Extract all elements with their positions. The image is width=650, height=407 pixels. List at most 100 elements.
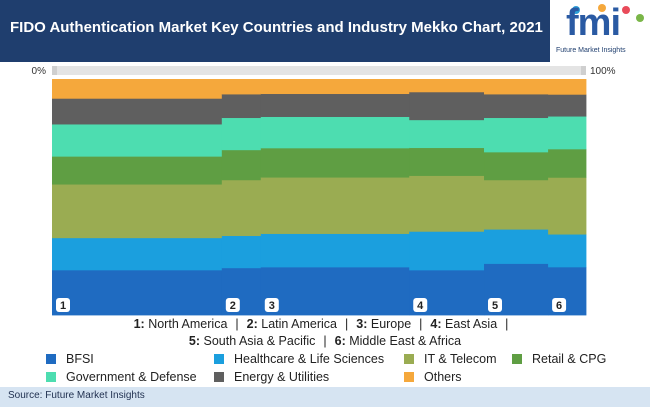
logo-wordmark: fmi <box>566 2 621 44</box>
column-label: 1 <box>60 300 66 312</box>
segment-it-and-telecom <box>548 177 587 235</box>
segment-healthcare-and-life-sciences <box>548 234 587 268</box>
segment-energy-and-utilities <box>548 94 587 117</box>
segment-retail-and-cpg <box>221 149 262 181</box>
segment-it-and-telecom <box>409 175 485 232</box>
country-key-num: 5: <box>188 334 201 348</box>
mekko-columns <box>52 79 587 316</box>
chart-title: FIDO Authentication Market Key Countries… <box>10 19 543 36</box>
country-key-num: 3: <box>356 317 368 331</box>
footer-bar: Source: Future Market Insights <box>0 387 650 407</box>
x-axis-track <box>52 66 586 75</box>
segment-retail-and-cpg <box>260 147 410 178</box>
legend-item-healthcare-and-life-sciences: Healthcare & Life Sciences <box>214 352 384 366</box>
legend-label: Retail & CPG <box>532 352 607 366</box>
segment-energy-and-utilities <box>409 91 485 121</box>
logo-dot-icon <box>636 14 644 22</box>
country-key-name: South Asia & Pacific <box>203 334 316 348</box>
segment-healthcare-and-life-sciences <box>409 231 485 271</box>
country-key-separator: | <box>345 317 349 331</box>
country-key-line-1: 1: North America | 2: Latin America | 3: Eur… <box>0 317 650 331</box>
header-banner: FIDO Authentication Market Key Countries… <box>0 0 650 62</box>
country-key-line-2: 5: South Asia & Pacific | 6: Middle East &… <box>0 334 650 348</box>
country-key-name: Latin America <box>261 317 337 331</box>
mekko-column-middle-east-and-africa <box>548 79 587 316</box>
legend-area: 1: North America | 2: Latin America | 3: Eur… <box>0 316 650 386</box>
country-key-num: 4: <box>430 317 442 331</box>
mekko-column-south-asia-and-pacific <box>484 79 549 316</box>
legend-swatch <box>404 354 414 364</box>
segment-others <box>409 79 485 93</box>
segment-government-and-defense <box>260 116 410 149</box>
country-key-name: Middle East & Africa <box>349 334 462 348</box>
segment-bfsi <box>52 269 223 316</box>
column-badge <box>264 298 279 312</box>
country-key-name: East Asia <box>445 317 498 331</box>
mekko-chart: 0% 100% 1 2 3 4 5 6 <box>32 66 616 316</box>
segment-it-and-telecom <box>484 179 549 230</box>
x-axis-start-marker <box>52 66 57 75</box>
segment-government-and-defense <box>409 119 485 149</box>
segment-energy-and-utilities <box>260 93 410 117</box>
legend-item-government-and-defense: Government & Defense <box>46 370 197 384</box>
legend-label: Healthcare & Life Sciences <box>234 352 385 366</box>
source-note: Source: Future Market Insights <box>8 390 145 401</box>
mekko-column-latin-america <box>221 79 262 316</box>
legend-label: IT & Telecom <box>424 352 497 366</box>
segment-others <box>484 79 549 95</box>
segment-government-and-defense <box>548 116 587 150</box>
legend-label: Government & Defense <box>66 370 197 384</box>
mekko-column-north-america <box>52 79 223 316</box>
segment-energy-and-utilities <box>221 94 262 119</box>
legend-label: Energy & Utilities <box>234 370 330 384</box>
segment-healthcare-and-life-sciences <box>221 235 262 269</box>
legend-item-bfsi: BFSI <box>46 352 94 366</box>
segment-retail-and-cpg <box>548 148 587 178</box>
legend-swatch <box>46 372 56 382</box>
fmi-logo: fmi Future Market Insights <box>550 0 650 62</box>
segment-government-and-defense <box>221 117 262 151</box>
legend-item-retail-and-cpg: Retail & CPG <box>512 352 606 366</box>
column-label: 2 <box>230 300 236 312</box>
mekko-column-europe <box>260 79 410 316</box>
legend-item-others: Others <box>404 370 462 384</box>
segment-it-and-telecom <box>52 184 223 239</box>
country-key-separator: | <box>323 334 327 348</box>
segment-government-and-defense <box>484 117 549 153</box>
legend-label: BFSI <box>66 352 94 366</box>
segment-retail-and-cpg <box>52 156 223 185</box>
column-badge <box>488 298 503 312</box>
legend-item-it-and-telecom: IT & Telecom <box>404 352 497 366</box>
legend-swatch <box>512 354 522 364</box>
segment-others <box>260 79 410 95</box>
segment-government-and-defense <box>52 124 223 157</box>
legend-swatch <box>46 354 56 364</box>
country-key-separator: | <box>419 317 423 331</box>
segment-healthcare-and-life-sciences <box>52 237 223 271</box>
column-badge <box>413 298 428 312</box>
column-badge <box>56 298 70 312</box>
x-axis-end-marker <box>581 66 586 75</box>
country-key-num: 6: <box>334 334 346 348</box>
logo-dot-icon <box>598 4 606 12</box>
column-label: 4 <box>417 300 424 312</box>
logo-dot-icon <box>622 6 630 14</box>
segment-healthcare-and-life-sciences <box>484 229 549 264</box>
column-badge <box>225 298 240 312</box>
logo-subtext: Future Market Insights <box>556 47 626 54</box>
mekko-column-east-asia <box>409 79 485 316</box>
segment-healthcare-and-life-sciences <box>260 233 410 268</box>
segment-energy-and-utilities <box>484 94 549 119</box>
segment-others <box>548 79 587 95</box>
country-key-num: 2: <box>246 317 258 331</box>
column-labels: 1 2 3 4 5 6 <box>56 298 567 312</box>
segment-it-and-telecom <box>260 177 410 234</box>
column-badge <box>552 298 567 312</box>
legend-item-energy-and-utilities: Energy & Utilities <box>214 370 329 384</box>
segment-others <box>221 79 262 95</box>
segment-energy-and-utilities <box>52 98 223 125</box>
column-label: 6 <box>556 300 562 312</box>
segment-retail-and-cpg <box>409 147 485 176</box>
legend-label: Others <box>424 370 462 384</box>
country-key-separator: | <box>235 317 239 331</box>
